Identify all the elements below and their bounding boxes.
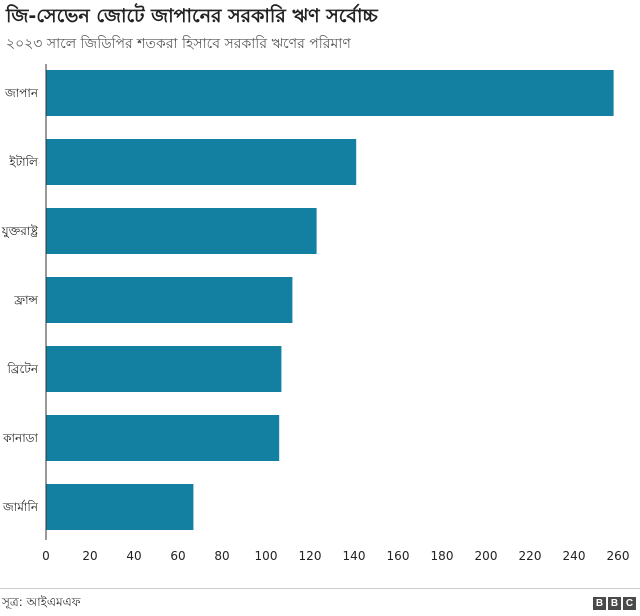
x-tick-label: 220: [519, 549, 542, 563]
bar: [46, 277, 293, 323]
bar: [46, 346, 282, 392]
category-label: ফ্রান্স: [13, 293, 38, 307]
bar: [46, 208, 317, 254]
source-note: সূত্র: আইএমএফ: [2, 595, 81, 609]
chart-subtitle: ২০২৩ সালে জিডিপির শতকরা হিসাবে সরকারি ঋণ…: [6, 36, 351, 52]
x-tick-label: 80: [214, 549, 229, 563]
x-tick-label: 180: [431, 549, 454, 563]
bar: [46, 70, 614, 116]
category-label: কানাডা: [2, 431, 38, 445]
x-tick-label: 100: [255, 549, 278, 563]
x-tick-label: 260: [607, 549, 630, 563]
bbc-logo: B B C: [593, 597, 636, 610]
logo-letter: C: [623, 597, 636, 610]
category-label: যুক্তরাষ্ট্র: [1, 224, 39, 239]
logo-letter: B: [608, 597, 621, 610]
chart-title: জি-সেভেন জোটে জাপানের সরকারি ঋণ সর্বোচ্চ: [6, 5, 378, 27]
x-tick-label: 20: [82, 549, 97, 563]
x-tick-label: 160: [387, 549, 410, 563]
x-tick-label: 200: [475, 549, 498, 563]
x-tick-label: 40: [126, 549, 141, 563]
bar: [46, 484, 194, 530]
x-tick-label: 240: [563, 549, 586, 563]
x-tick-label: 120: [299, 549, 322, 563]
bar: [46, 139, 357, 185]
x-tick-label: 60: [170, 549, 185, 563]
logo-letter: B: [593, 597, 606, 610]
bar: [46, 415, 280, 461]
footer-divider: [0, 588, 640, 589]
category-label: ইটালি: [8, 155, 39, 169]
category-label: জার্মানি: [2, 500, 39, 514]
category-label: ব্রিটেন: [7, 362, 39, 376]
category-label: জাপান: [4, 86, 39, 100]
x-tick-label: 140: [343, 549, 366, 563]
x-tick-label: 0: [42, 549, 50, 563]
